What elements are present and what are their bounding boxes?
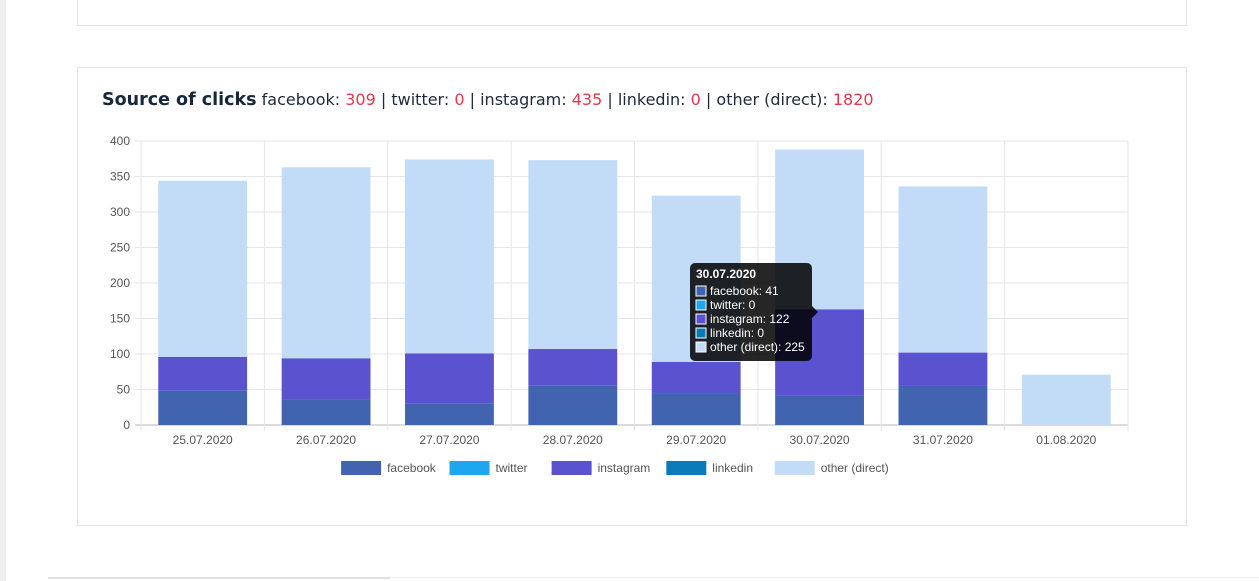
y-tick-label: 300: [110, 205, 130, 219]
bar-instagram[interactable]: [898, 352, 988, 386]
legend-swatch[interactable]: [551, 461, 592, 475]
bar-instagram[interactable]: [651, 361, 741, 394]
bar-facebook[interactable]: [528, 385, 618, 425]
bar-facebook[interactable]: [775, 395, 864, 425]
y-tick-label: 200: [110, 276, 130, 290]
x-tick-label: 26.07.2020: [296, 433, 356, 447]
bottom-divider: [390, 577, 1259, 578]
bar-instagram[interactable]: [158, 356, 248, 391]
legend-label[interactable]: linkedin: [712, 461, 753, 475]
y-tick-label: 400: [110, 134, 130, 148]
page-edge: [0, 0, 6, 581]
stat-other-value: 1820: [832, 90, 874, 109]
tooltip-title: 30.07.2020: [696, 267, 756, 281]
bar-other-direct[interactable]: [281, 167, 371, 359]
tooltip-line: other (direct): 225: [710, 340, 805, 354]
bar-other-direct[interactable]: [528, 160, 618, 350]
y-tick-label: 250: [110, 241, 130, 255]
tooltip-line: twitter: 0: [710, 298, 756, 312]
legend-swatch[interactable]: [341, 461, 382, 475]
bar-instagram[interactable]: [281, 358, 371, 400]
y-tick-label: 150: [110, 312, 130, 326]
separator: |: [469, 90, 476, 109]
bar-other-direct[interactable]: [158, 180, 248, 357]
stat-twitter-value: 0: [454, 90, 465, 109]
separator: |: [607, 90, 613, 109]
tooltip-swatch: [695, 327, 707, 339]
x-tick-label: 29.07.2020: [666, 433, 726, 447]
separator: |: [705, 90, 712, 109]
stat-instagram-label: instagram:: [480, 90, 567, 109]
legend-label[interactable]: instagram: [598, 461, 651, 475]
x-tick-label: 25.07.2020: [173, 433, 233, 447]
stat-other-label: other (direct):: [716, 90, 828, 109]
y-tick-label: 100: [110, 347, 130, 361]
x-tick-label: 27.07.2020: [419, 433, 479, 447]
bar-facebook[interactable]: [651, 393, 741, 425]
legend-swatch[interactable]: [449, 461, 490, 475]
tooltip-swatch: [695, 299, 707, 311]
tooltip-swatch: [695, 341, 707, 353]
bar-instagram[interactable]: [405, 353, 494, 404]
bar-instagram[interactable]: [528, 349, 618, 386]
tooltip-swatch: [695, 313, 707, 325]
bar-facebook[interactable]: [158, 390, 248, 425]
legend-swatch[interactable]: [666, 461, 707, 475]
x-tick-label: 28.07.2020: [543, 433, 603, 447]
tooltip-caret: [812, 306, 818, 318]
bar-facebook[interactable]: [898, 385, 988, 425]
y-tick-label: 0: [123, 418, 130, 432]
card-title: Source of clicks: [102, 90, 257, 110]
legend-label[interactable]: twitter: [496, 461, 528, 475]
legend-label[interactable]: facebook: [387, 461, 437, 475]
tooltip-line: linkedin: 0: [710, 326, 764, 340]
y-tick-label: 350: [110, 170, 130, 184]
bottom-divider: [48, 577, 390, 579]
bar-facebook[interactable]: [281, 399, 371, 425]
bar-other-direct[interactable]: [405, 159, 494, 354]
previous-card: [77, 0, 1187, 26]
bar-facebook[interactable]: [405, 403, 494, 425]
stat-facebook-value: 309: [345, 90, 376, 109]
x-tick-label: 30.07.2020: [790, 433, 850, 447]
tooltip-swatch: [695, 285, 707, 297]
legend-swatch[interactable]: [774, 461, 815, 475]
x-tick-label: 01.08.2020: [1036, 433, 1096, 447]
clicks-card: Source of clicks facebook: 309 | twitter…: [77, 67, 1187, 526]
separator: |: [380, 90, 387, 109]
tooltip-line: facebook: 41: [710, 284, 779, 298]
stat-twitter-label: twitter:: [391, 90, 450, 109]
stat-facebook-label: facebook:: [261, 90, 341, 109]
legend-label[interactable]: other (direct): [821, 461, 889, 475]
y-tick-label: 50: [117, 383, 131, 397]
card-header: Source of clicks facebook: 309 | twitter…: [102, 90, 874, 110]
stat-linkedin-value: 0: [690, 90, 701, 109]
stat-instagram-value: 435: [571, 90, 603, 109]
tooltip-line: instagram: 122: [710, 312, 790, 326]
x-tick-label: 31.07.2020: [913, 433, 973, 447]
tooltip-box: [690, 263, 812, 361]
bar-other-direct[interactable]: [1021, 374, 1111, 425]
bar-other-direct[interactable]: [898, 186, 988, 353]
stat-linkedin-label: linkedin:: [617, 90, 686, 109]
